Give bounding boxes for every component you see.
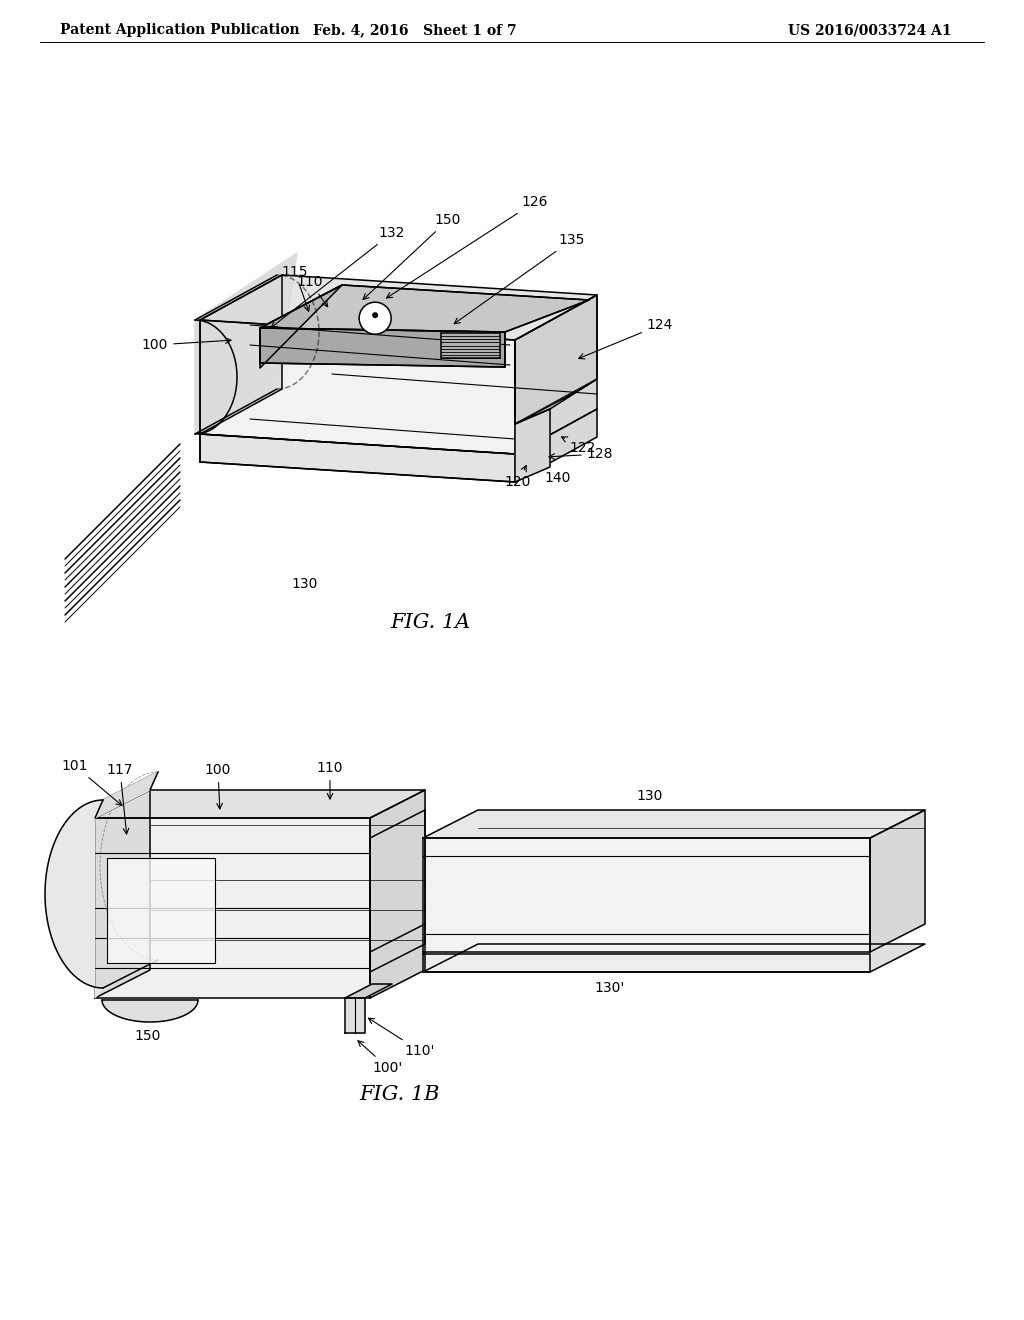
Polygon shape [195,253,297,434]
Polygon shape [441,333,500,358]
Text: 100: 100 [205,763,231,809]
Text: FIG. 1B: FIG. 1B [359,1085,440,1105]
Polygon shape [45,800,103,998]
Polygon shape [95,789,150,998]
Text: 135: 135 [455,234,585,323]
Text: 130': 130' [595,981,625,995]
Polygon shape [515,409,550,482]
Text: 100': 100' [358,1040,403,1074]
Text: 132: 132 [271,226,406,327]
Polygon shape [260,327,505,367]
Polygon shape [515,379,597,424]
Polygon shape [200,319,515,454]
Polygon shape [195,319,237,434]
Polygon shape [515,294,597,424]
Polygon shape [200,434,515,482]
Text: 126: 126 [386,195,548,298]
Polygon shape [423,944,925,972]
Text: 150: 150 [364,213,461,300]
Polygon shape [370,789,425,998]
Text: 110: 110 [297,275,328,306]
Text: 110': 110' [369,1018,435,1059]
Text: 130: 130 [292,577,318,591]
Text: 130: 130 [637,789,664,803]
Text: 117: 117 [106,763,133,834]
Polygon shape [200,275,282,434]
Text: 140: 140 [545,471,571,484]
Polygon shape [423,954,870,972]
Polygon shape [515,409,597,482]
Text: FIG. 1A: FIG. 1A [390,612,470,631]
Text: US 2016/0033724 A1: US 2016/0033724 A1 [788,22,952,37]
Circle shape [359,302,391,334]
Text: 150: 150 [135,1030,161,1043]
Text: 128: 128 [549,447,613,461]
Polygon shape [106,858,215,964]
Polygon shape [95,772,158,818]
Text: Patent Application Publication: Patent Application Publication [60,22,300,37]
Polygon shape [423,838,870,952]
Polygon shape [200,275,597,341]
Polygon shape [95,818,370,998]
Text: 110: 110 [316,762,343,799]
Text: 124: 124 [579,318,673,359]
Text: 120: 120 [505,466,531,488]
Text: Feb. 4, 2016   Sheet 1 of 7: Feb. 4, 2016 Sheet 1 of 7 [313,22,517,37]
Polygon shape [102,1001,198,1022]
Polygon shape [260,285,589,333]
Polygon shape [345,998,365,1034]
Polygon shape [95,789,425,818]
Polygon shape [345,983,392,998]
Circle shape [372,313,378,318]
Text: 101: 101 [61,759,122,805]
Text: 100: 100 [141,338,231,352]
Polygon shape [260,285,342,368]
Text: 115: 115 [282,265,309,312]
Polygon shape [870,810,925,952]
Text: 122: 122 [561,437,596,455]
Polygon shape [200,434,515,482]
Polygon shape [423,810,925,838]
Polygon shape [515,294,597,454]
